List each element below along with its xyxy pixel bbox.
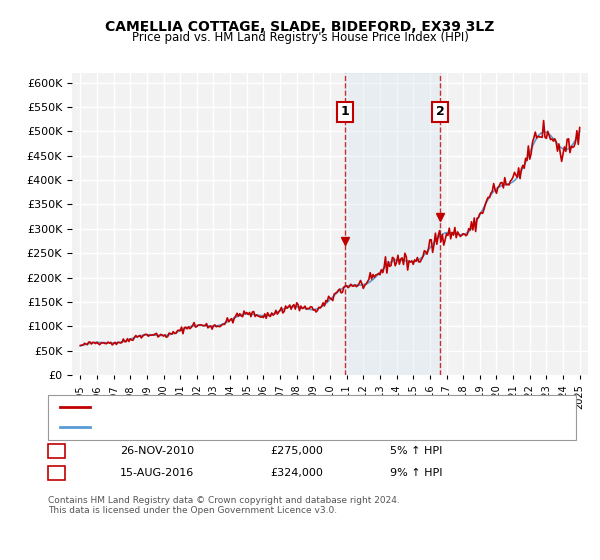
Text: Price paid vs. HM Land Registry's House Price Index (HPI): Price paid vs. HM Land Registry's House … [131, 31, 469, 44]
Text: CAMELLIA COTTAGE, SLADE, BIDEFORD, EX39 3LZ: CAMELLIA COTTAGE, SLADE, BIDEFORD, EX39 … [106, 20, 494, 34]
Text: 5% ↑ HPI: 5% ↑ HPI [390, 446, 442, 456]
Text: CAMELLIA COTTAGE, SLADE, BIDEFORD, EX39 3LZ (detached house): CAMELLIA COTTAGE, SLADE, BIDEFORD, EX39 … [96, 402, 431, 412]
Text: 26-NOV-2010: 26-NOV-2010 [120, 446, 194, 456]
Bar [345, 73, 440, 375]
Text: 1: 1 [53, 446, 60, 456]
Text: 2: 2 [436, 105, 445, 118]
Text: 2: 2 [53, 468, 60, 478]
Text: 9% ↑ HPI: 9% ↑ HPI [390, 468, 443, 478]
Text: HPI: Average price, detached house, Torridge: HPI: Average price, detached house, Torr… [96, 422, 316, 432]
Text: 15-AUG-2016: 15-AUG-2016 [120, 468, 194, 478]
Text: £324,000: £324,000 [270, 468, 323, 478]
Text: £275,000: £275,000 [270, 446, 323, 456]
Text: Contains HM Land Registry data © Crown copyright and database right 2024.
This d: Contains HM Land Registry data © Crown c… [48, 496, 400, 515]
Text: 1: 1 [341, 105, 349, 118]
